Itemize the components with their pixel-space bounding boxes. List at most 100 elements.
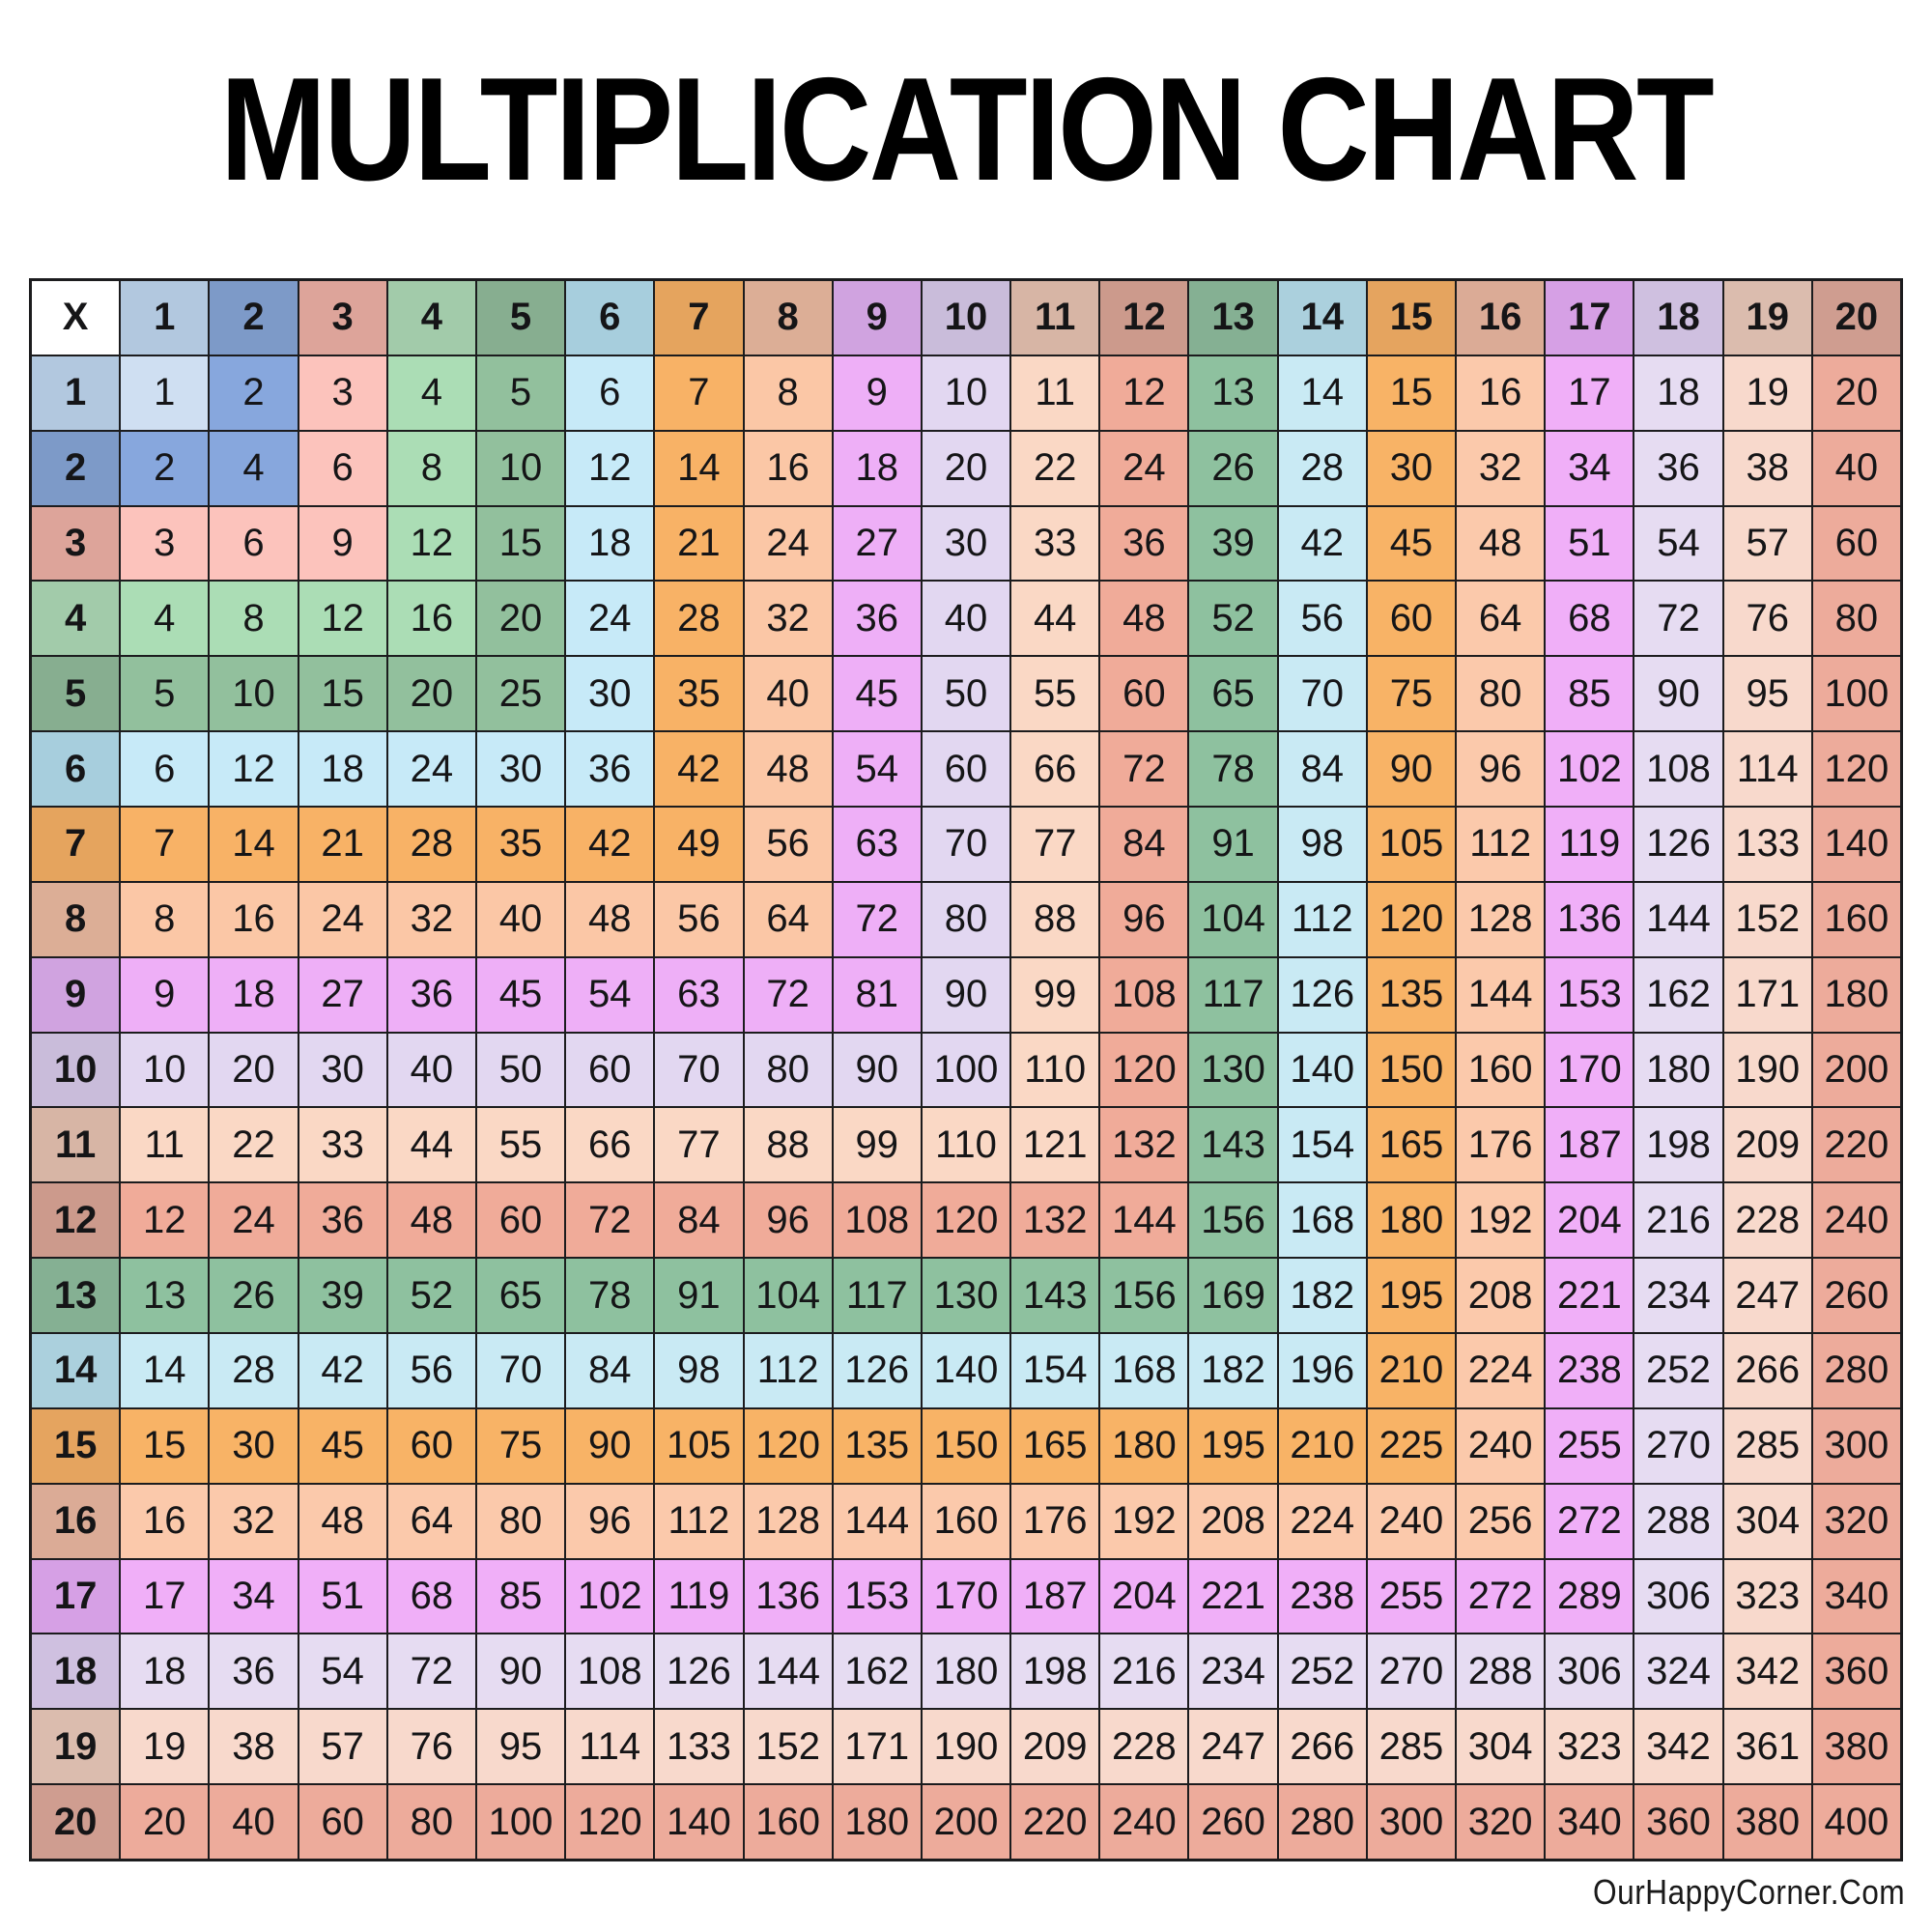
product-cell: 152 (1723, 882, 1811, 956)
product-cell: 105 (1367, 807, 1456, 881)
product-cell: 102 (1546, 732, 1634, 806)
product-cell: 40 (476, 882, 565, 956)
product-cell: 18 (833, 431, 921, 505)
product-cell: 65 (1189, 657, 1277, 731)
product-cell: 96 (1457, 732, 1545, 806)
product-cell: 40 (1812, 431, 1900, 505)
product-cell: 48 (1100, 582, 1188, 656)
product-cell: 34 (210, 1559, 298, 1634)
product-cell: 266 (1723, 1333, 1811, 1407)
product-cell: 323 (1546, 1710, 1634, 1784)
product-cell: 72 (1100, 732, 1188, 806)
product-cell: 182 (1189, 1333, 1277, 1407)
product-cell: 78 (566, 1259, 654, 1332)
product-cell: 140 (1812, 807, 1900, 881)
product-cell: 140 (655, 1785, 743, 1859)
product-cell: 63 (655, 957, 743, 1032)
product-cell: 70 (1278, 657, 1366, 731)
product-cell: 168 (1100, 1333, 1188, 1407)
product-cell: 28 (1278, 431, 1366, 505)
product-cell: 44 (1011, 582, 1099, 656)
product-cell: 136 (1546, 882, 1634, 956)
product-cell: 216 (1634, 1183, 1722, 1258)
product-cell: 26 (210, 1259, 298, 1332)
product-cell: 3 (121, 506, 209, 581)
product-cell: 108 (1100, 957, 1188, 1032)
product-cell: 288 (1457, 1634, 1545, 1709)
product-cell: 5 (121, 657, 209, 731)
product-cell: 6 (121, 732, 209, 806)
product-cell: 176 (1457, 1108, 1545, 1182)
product-cell: 20 (476, 582, 565, 656)
product-cell: 143 (1189, 1108, 1277, 1182)
footer-credit: OurHappyCorner.Com (1592, 1872, 1905, 1912)
product-cell: 126 (1634, 807, 1722, 881)
product-cell: 119 (1546, 807, 1634, 881)
product-cell: 104 (744, 1259, 832, 1332)
product-cell: 306 (1634, 1559, 1722, 1634)
product-cell: 102 (566, 1559, 654, 1634)
product-cell: 32 (387, 882, 475, 956)
product-cell: 304 (1723, 1484, 1811, 1558)
product-cell: 121 (1011, 1108, 1099, 1182)
product-cell: 90 (476, 1634, 565, 1709)
product-cell: 20 (922, 431, 1010, 505)
row-header-cell: 11 (32, 1108, 120, 1182)
product-cell: 170 (922, 1559, 1010, 1634)
product-cell: 56 (1278, 582, 1366, 656)
product-cell: 126 (655, 1634, 743, 1709)
row-header-cell: 20 (32, 1785, 120, 1859)
product-cell: 55 (1011, 657, 1099, 731)
product-cell: 15 (1367, 355, 1456, 430)
product-cell: 120 (922, 1183, 1010, 1258)
product-cell: 133 (655, 1710, 743, 1784)
product-cell: 48 (298, 1484, 386, 1558)
product-cell: 252 (1278, 1634, 1366, 1709)
product-cell: 112 (1457, 807, 1545, 881)
column-header-cell: 17 (1546, 281, 1634, 355)
product-cell: 72 (1634, 582, 1722, 656)
product-cell: 182 (1278, 1259, 1366, 1332)
product-cell: 38 (210, 1710, 298, 1784)
product-cell: 48 (744, 732, 832, 806)
product-cell: 88 (744, 1108, 832, 1182)
product-cell: 36 (1634, 431, 1722, 505)
product-cell: 165 (1367, 1108, 1456, 1182)
product-cell: 42 (298, 1333, 386, 1407)
product-cell: 18 (121, 1634, 209, 1709)
column-header-cell: 19 (1723, 281, 1811, 355)
product-cell: 26 (1189, 431, 1277, 505)
product-cell: 306 (1546, 1634, 1634, 1709)
column-header-cell: 7 (655, 281, 743, 355)
row-header-cell: 3 (32, 506, 120, 581)
product-cell: 285 (1723, 1408, 1811, 1483)
product-cell: 4 (121, 582, 209, 656)
product-cell: 320 (1457, 1785, 1545, 1859)
product-cell: 68 (1546, 582, 1634, 656)
product-cell: 100 (922, 1033, 1010, 1107)
product-cell: 48 (1457, 506, 1545, 581)
product-cell: 24 (744, 506, 832, 581)
product-cell: 70 (655, 1033, 743, 1107)
product-cell: 8 (121, 882, 209, 956)
product-cell: 12 (121, 1183, 209, 1258)
product-cell: 77 (655, 1108, 743, 1182)
product-cell: 140 (1278, 1033, 1366, 1107)
product-cell: 14 (1278, 355, 1366, 430)
column-header-cell: 20 (1812, 281, 1900, 355)
product-cell: 135 (1367, 957, 1456, 1032)
product-cell: 15 (121, 1408, 209, 1483)
product-cell: 42 (655, 732, 743, 806)
product-cell: 90 (1367, 732, 1456, 806)
product-cell: 128 (1457, 882, 1545, 956)
row-header-cell: 18 (32, 1634, 120, 1709)
row-header-cell: 5 (32, 657, 120, 731)
product-cell: 95 (1723, 657, 1811, 731)
product-cell: 34 (1546, 431, 1634, 505)
column-header-cell: 8 (744, 281, 832, 355)
product-cell: 300 (1812, 1408, 1900, 1483)
product-cell: 100 (476, 1785, 565, 1859)
product-cell: 55 (476, 1108, 565, 1182)
product-cell: 30 (476, 732, 565, 806)
product-cell: 104 (1189, 882, 1277, 956)
